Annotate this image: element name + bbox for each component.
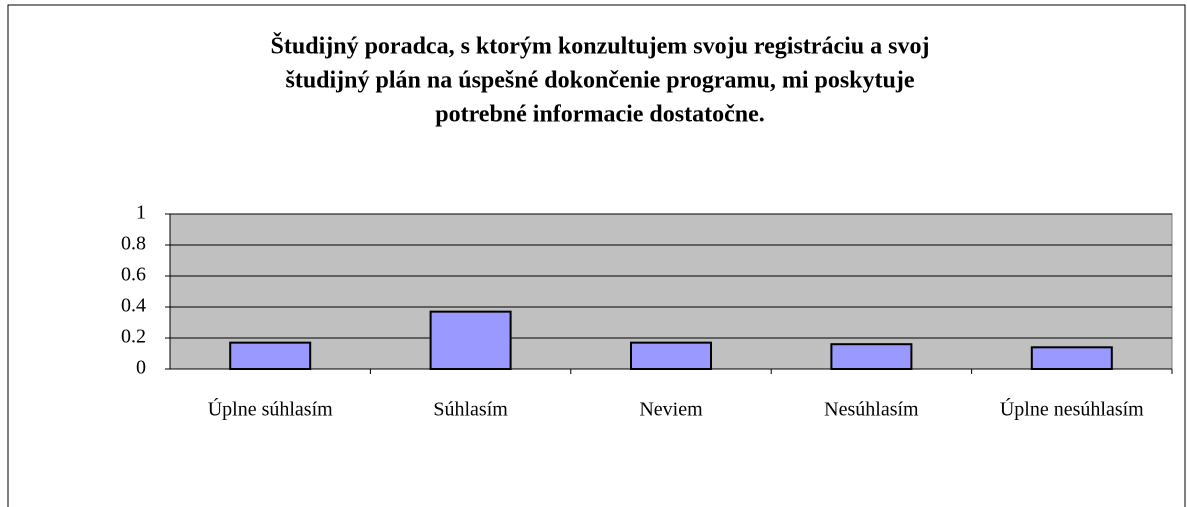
chart-border <box>7 4 1186 507</box>
x-tick-label: Úplne nesúhlasím <box>1000 397 1144 421</box>
bar <box>429 310 512 370</box>
y-tick-label: 0 <box>136 357 146 379</box>
chart-title: Študijný poradca, s ktorým konzultujem s… <box>271 33 930 128</box>
x-tick-label: Nesúhlasím <box>824 399 919 421</box>
bar <box>1030 346 1113 370</box>
bar <box>830 343 913 371</box>
bar <box>630 341 712 370</box>
y-tick-label: 0.6 <box>121 264 146 286</box>
title-line: študijný plán na úspešné dokončenie prog… <box>285 68 914 94</box>
title-line: potrebné informacie dostatočne. <box>435 102 765 128</box>
x-tick-label: Úplne súhlasím <box>208 397 333 421</box>
x-tick-label: Neviem <box>639 399 703 421</box>
y-tick-label: 0.2 <box>121 326 146 348</box>
y-tick-label: 1 <box>136 202 146 224</box>
bar <box>229 341 312 370</box>
y-tick-label: 0.8 <box>121 233 146 255</box>
y-tick-label: 0.4 <box>121 295 146 317</box>
x-tick-label: Súhlasím <box>433 399 508 421</box>
title-line: Študijný poradca, s ktorým konzultujem s… <box>271 33 930 60</box>
